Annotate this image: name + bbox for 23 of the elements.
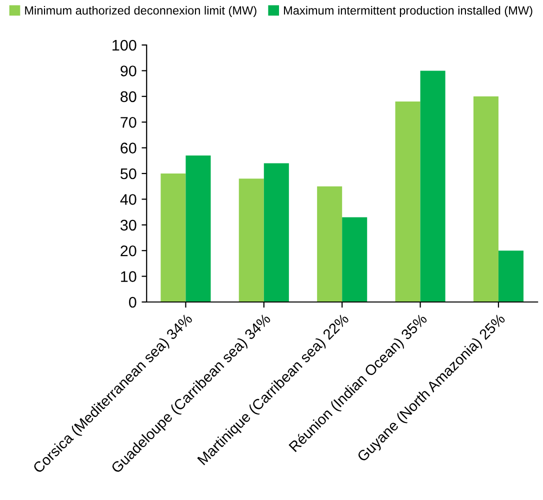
y-tick-label: 10 [121,271,136,282]
y-tick-label: 50 [120,168,136,180]
y-tick-label: 80 [120,91,136,102]
bar [264,163,289,302]
y-tick-label: 70 [120,116,136,128]
bar [186,156,211,302]
y-tick-label: 30 [120,220,136,231]
legend-label: Minimum authorized deconnexion limit (MW) [25,6,256,17]
y-tick-label: 90 [120,66,136,76]
bar [342,217,368,302]
bar [420,70,446,302]
y-tick-label: 100 [112,40,136,51]
bar [238,178,264,302]
y-tick-label: 40 [120,194,136,205]
y-tick-label: 60 [120,142,136,154]
bar [317,186,342,302]
bar [473,96,498,302]
legend-label: Maximum intermittent production installed (MW) [284,6,532,17]
bar [395,102,420,302]
bar [160,174,186,302]
bar [498,250,524,302]
y-tick-label: 20 [120,245,136,256]
y-tick-label: 0 [128,296,136,308]
